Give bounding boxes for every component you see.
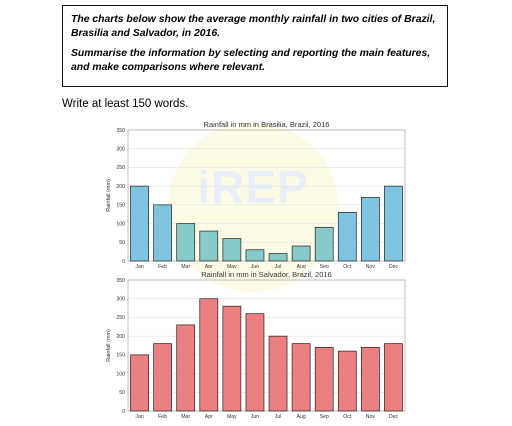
brasilia-x-tick-label: Feb xyxy=(158,264,167,268)
brasilia-x-tick-label: Nov xyxy=(366,264,376,268)
salvador-x-tick-label: Jun xyxy=(251,414,259,420)
brasilia-x-tick-label: May xyxy=(227,264,237,268)
brasilia-rainfall-chart: Rainfall in mm in Brasilia, Brazil, 2016… xyxy=(106,120,406,268)
salvador-bar-nov xyxy=(361,347,380,412)
brasilia-bar-dec xyxy=(384,185,403,262)
watermark-circle xyxy=(168,122,338,292)
brasilia-y-tick-label: 100 xyxy=(116,221,125,227)
brasilia-x-tick-label: Jul xyxy=(275,264,282,268)
salvador-bar-dec xyxy=(384,343,403,412)
salvador-bar-feb xyxy=(153,343,172,412)
brasilia-y-tick-label: 200 xyxy=(116,184,125,190)
salvador-x-tick-label: Aug xyxy=(297,414,306,420)
salvador-x-tick-label: Jan xyxy=(135,414,143,420)
salvador-bar-oct xyxy=(337,350,357,412)
brasilia-y-axis-label: Rainfall (mm) xyxy=(106,179,112,212)
brasilia-y-tick-label: 250 xyxy=(116,165,125,171)
salvador-bar-may xyxy=(222,305,242,412)
brasilia-bar-mar xyxy=(176,223,196,262)
brasilia-x-tick-label: Jun xyxy=(251,264,259,268)
salvador-y-tick-label: 300 xyxy=(116,297,125,303)
brasilia-bar-jan xyxy=(130,185,149,262)
salvador-x-tick-label: Mar xyxy=(181,414,190,420)
salvador-bar-mar xyxy=(176,324,196,412)
brasilia-bar-sep xyxy=(314,226,334,262)
task-instruction: Summarise the information by selecting a… xyxy=(71,48,431,73)
word-count-instruction: Write at least 150 words. xyxy=(62,98,189,110)
salvador-y-tick-label: 350 xyxy=(116,278,125,284)
brasilia-bar-jun xyxy=(245,249,265,262)
brasilia-y-tick-label: 150 xyxy=(116,203,125,209)
salvador-x-tick-label: Oct xyxy=(343,414,352,420)
salvador-x-tick-label: Feb xyxy=(158,414,167,420)
salvador-plot-frame xyxy=(127,279,406,412)
salvador-x-tick-label: Sep xyxy=(320,414,329,420)
task-description: The charts below show the average monthl… xyxy=(71,14,436,39)
salvador-bar-apr xyxy=(199,298,219,412)
brasilia-y-tick-label: 350 xyxy=(116,128,125,134)
salvador-rainfall-chart: Rainfall in mm in Salvador, Brazil, 2016… xyxy=(106,270,406,420)
brasilia-y-tick-label: 50 xyxy=(119,240,125,246)
brasilia-chart-title: Rainfall in mm in Brasilia, Brazil, 2016 xyxy=(204,120,330,129)
salvador-x-tick-label: Dec xyxy=(389,414,399,420)
salvador-bar-jul xyxy=(268,335,288,412)
brasilia-y-tick-label: 0 xyxy=(122,259,125,265)
brasilia-y-tick-label: 300 xyxy=(116,147,125,153)
salvador-y-tick-label: 150 xyxy=(116,353,125,359)
salvador-chart-title: Rainfall in mm in Salvador, Brazil, 2016 xyxy=(201,270,331,279)
brasilia-x-tick-label: Oct xyxy=(343,264,352,268)
task-prompt-box: The charts below show the average monthl… xyxy=(62,5,448,87)
salvador-bar-aug xyxy=(291,343,311,412)
brasilia-bar-may xyxy=(222,238,242,262)
salvador-y-tick-label: 200 xyxy=(116,334,125,340)
brasilia-bar-jul xyxy=(268,253,288,262)
salvador-y-tick-label: 0 xyxy=(122,409,125,415)
brasilia-x-tick-label: Dec xyxy=(389,264,399,268)
brasilia-x-tick-label: Apr xyxy=(205,264,213,268)
brasilia-x-tick-label: Jan xyxy=(135,264,143,268)
salvador-x-tick-label: Nov xyxy=(366,414,376,420)
brasilia-bar-nov xyxy=(361,197,380,262)
brasilia-bar-aug xyxy=(291,245,311,262)
brasilia-bar-oct xyxy=(337,211,357,262)
salvador-bar-sep xyxy=(314,347,334,412)
brasilia-x-tick-label: Mar xyxy=(181,264,190,268)
salvador-y-axis-label: Rainfall (mm) xyxy=(106,329,112,362)
brasilia-bar-feb xyxy=(153,204,172,262)
salvador-y-tick-label: 250 xyxy=(116,315,125,321)
salvador-x-tick-label: May xyxy=(227,414,237,420)
brasilia-plot-frame xyxy=(127,129,406,262)
brasilia-x-tick-label: Aug xyxy=(297,264,306,268)
salvador-y-tick-label: 100 xyxy=(116,371,125,377)
salvador-y-tick-label: 50 xyxy=(119,390,125,396)
salvador-bar-jun xyxy=(245,313,265,412)
salvador-x-tick-label: Apr xyxy=(205,414,213,420)
salvador-x-tick-label: Jul xyxy=(275,414,282,420)
brasilia-x-tick-label: Sep xyxy=(320,264,329,268)
salvador-bar-jan xyxy=(130,354,149,412)
watermark-logo: iREP xyxy=(197,161,309,213)
brasilia-bar-apr xyxy=(199,230,219,262)
